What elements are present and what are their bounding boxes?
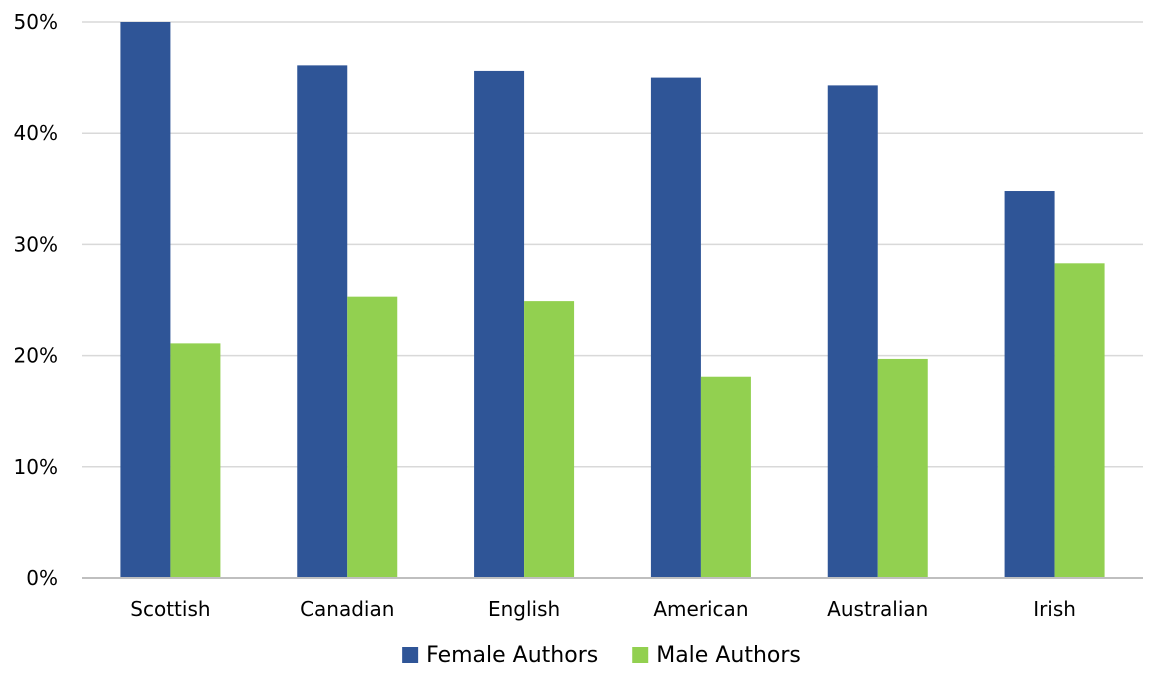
x-axis: Scottish Canadian English American Australia… xyxy=(82,577,1143,621)
legend-swatch xyxy=(402,647,419,663)
y-tick-label: 0% xyxy=(26,566,58,590)
x-tick-label: Canadian xyxy=(300,597,394,621)
bar-male-scottish xyxy=(170,343,221,578)
bars xyxy=(120,22,1105,579)
x-tick-label: English xyxy=(488,597,560,621)
bar-male-australian xyxy=(877,358,928,578)
legend-label: Female Authors xyxy=(426,643,598,668)
y-axis: 0% 10% 20% 30% 40% 50% xyxy=(14,10,58,590)
legend-item: Male Authors xyxy=(632,643,801,668)
bar-male-american xyxy=(700,376,751,578)
y-tick-label: 20% xyxy=(14,344,58,368)
bar-female-australian xyxy=(827,85,878,578)
x-tick-label: American xyxy=(653,597,748,621)
y-tick-label: 10% xyxy=(14,455,58,479)
legend-swatch xyxy=(632,647,649,663)
bar-female-scottish xyxy=(120,22,171,578)
y-tick-label: 50% xyxy=(14,10,58,34)
bar-female-canadian xyxy=(297,65,348,579)
grid xyxy=(82,21,1143,468)
bar-male-english xyxy=(524,301,575,578)
y-tick-label: 30% xyxy=(14,232,58,256)
x-tick-label: Irish xyxy=(1033,597,1076,621)
legend: Female Authors Male Authors xyxy=(402,643,801,668)
legend-item: Female Authors xyxy=(402,643,598,668)
legend-label: Male Authors xyxy=(656,643,801,668)
bar-male-canadian xyxy=(347,296,398,578)
bar-male-irish xyxy=(1054,263,1105,578)
bar-female-irish xyxy=(1004,191,1055,579)
y-tick-label: 40% xyxy=(14,121,58,145)
bar-female-american xyxy=(650,77,701,578)
bar-female-english xyxy=(474,70,525,578)
x-tick-label: Scottish xyxy=(130,597,210,621)
x-tick-label: Australian xyxy=(827,597,928,621)
